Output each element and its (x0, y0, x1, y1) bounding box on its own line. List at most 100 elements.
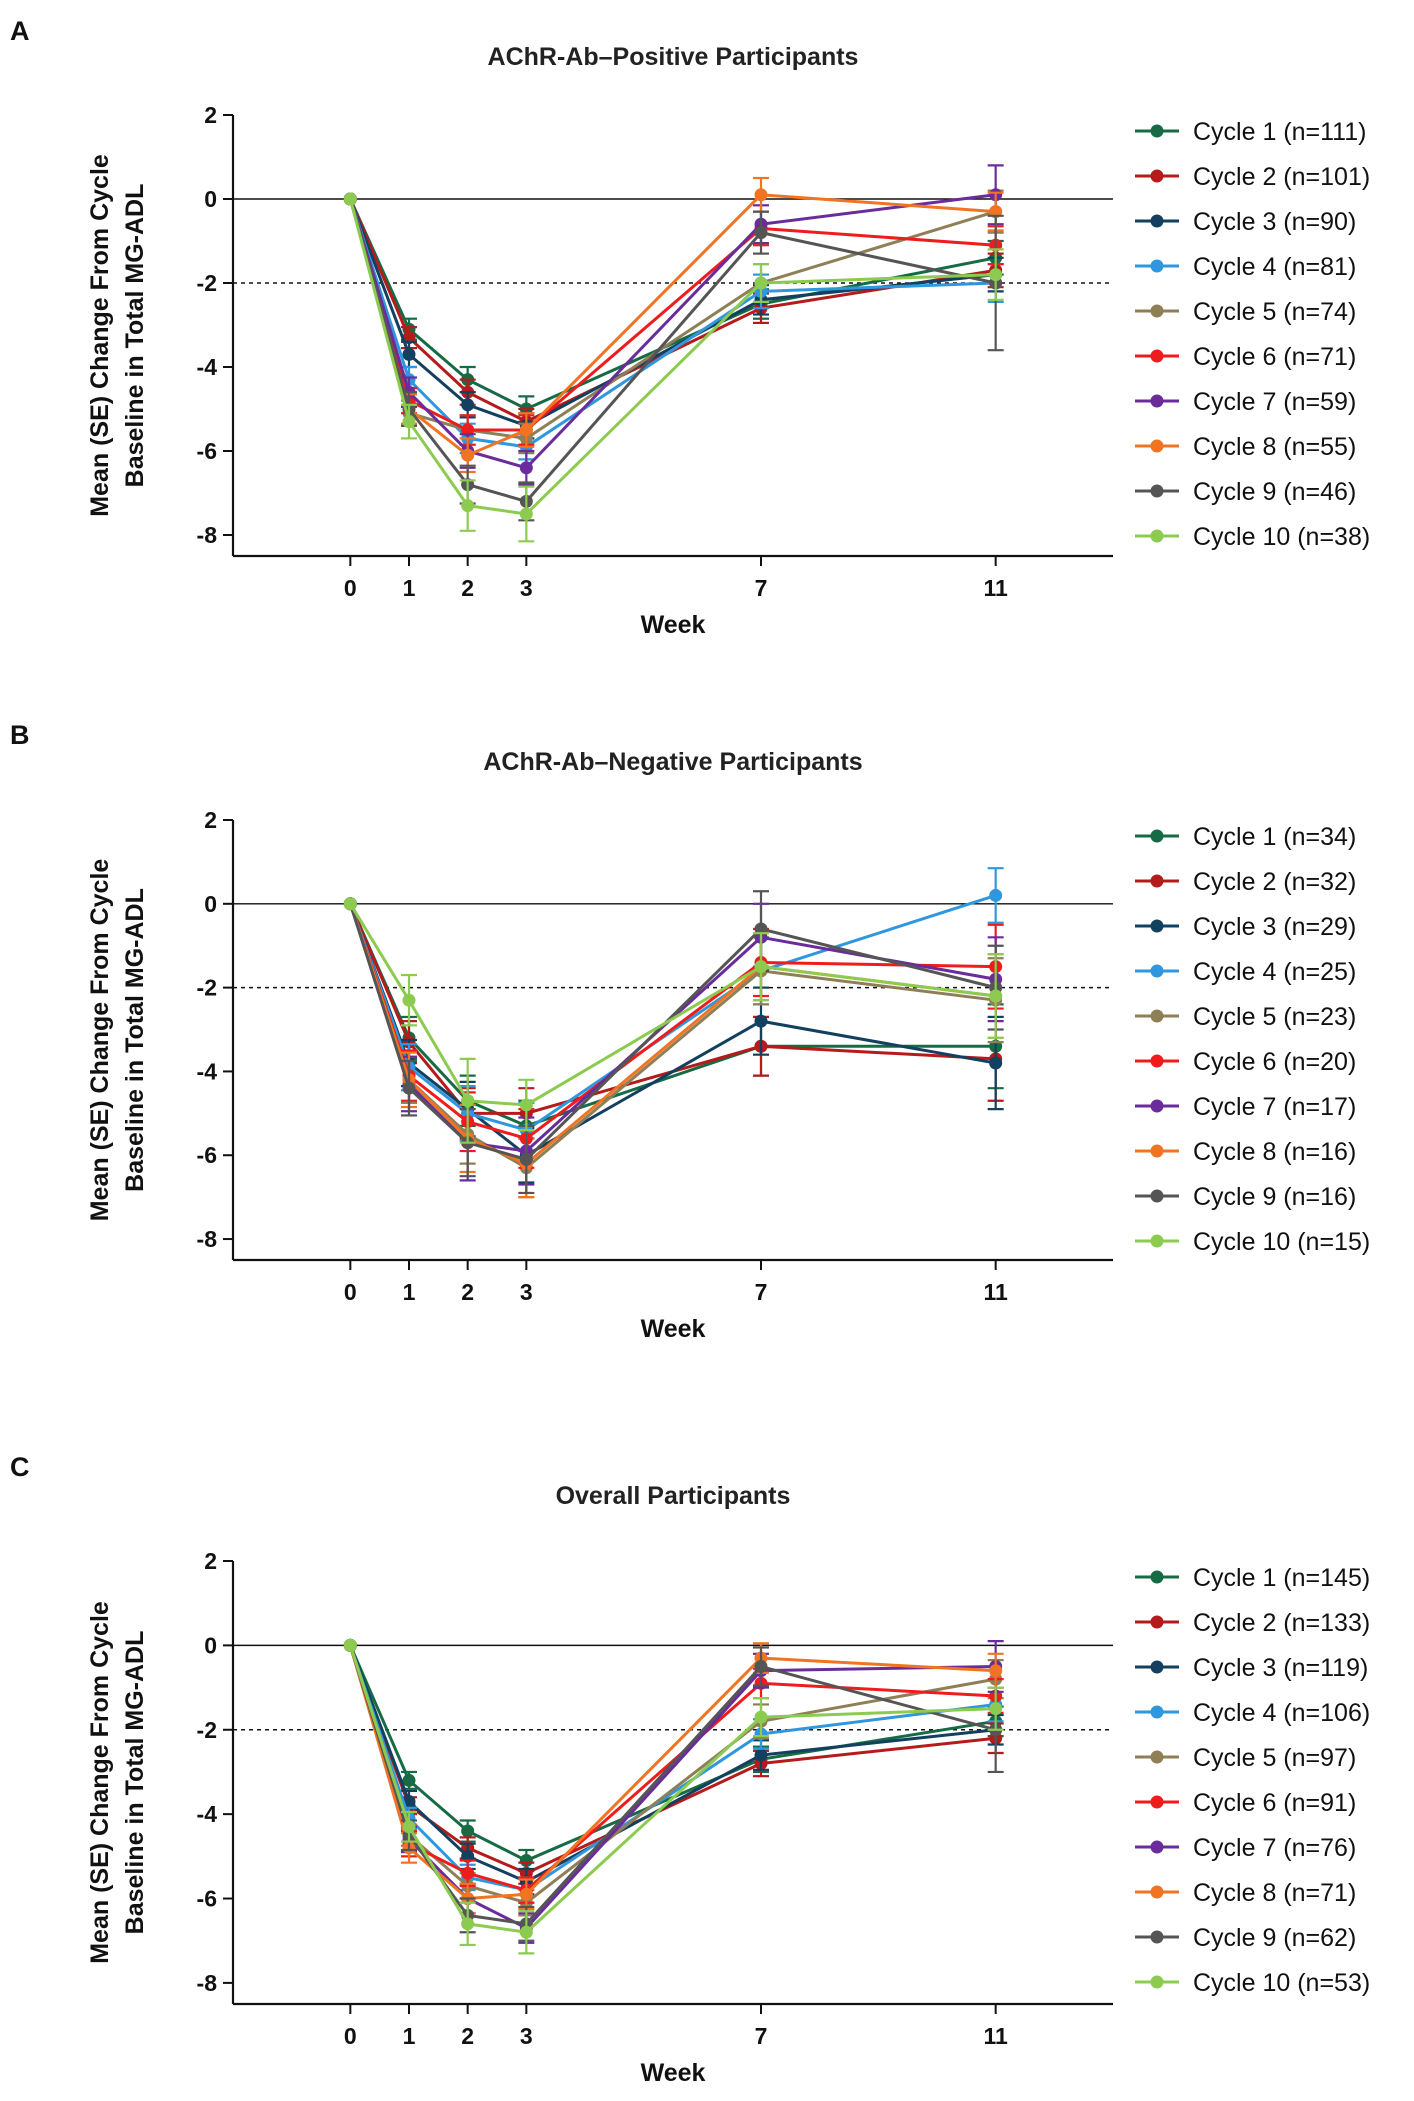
series-cycle-6 (343, 897, 1004, 1169)
legend-label: Cycle 10 (n=15) (1193, 1228, 1370, 1256)
series-line (348, 198, 996, 449)
data-point (402, 993, 416, 1007)
y-axis-title-line: Baseline in Total MG-ADL (121, 184, 149, 488)
legend-label: Cycle 9 (n=46) (1193, 478, 1356, 506)
series-line (348, 193, 996, 470)
series-cycle-4 (343, 192, 1004, 461)
legend-label: Cycle 3 (n=29) (1193, 913, 1356, 941)
series-line (348, 198, 996, 504)
panel-letter: A (10, 16, 30, 46)
legend-marker (1150, 394, 1164, 408)
y-tick-label: 2 (204, 102, 217, 128)
legend-item: Cycle 10 (n=38) (1135, 523, 1370, 551)
data-point (519, 1925, 533, 1939)
data-point (402, 1081, 416, 1095)
panel-letter: C (10, 1452, 30, 1482)
legend-item: Cycle 5 (n=74) (1135, 298, 1356, 326)
legend-item: Cycle 6 (n=20) (1135, 1048, 1356, 1076)
data-point (989, 268, 1003, 282)
legend-label: Cycle 6 (n=20) (1193, 1048, 1356, 1076)
x-tick-label: 1 (403, 2023, 416, 2049)
data-point (402, 347, 416, 361)
legend-item: Cycle 3 (n=119) (1135, 1654, 1368, 1682)
y-tick-label: -6 (197, 1142, 217, 1168)
y-axis-title-line: Mean (SE) Change From Cycle (86, 859, 114, 1222)
legend-label: Cycle 5 (n=23) (1193, 1003, 1356, 1031)
series-line (348, 1644, 996, 1863)
legend-label: Cycle 4 (n=81) (1193, 253, 1356, 281)
series-cycle-10 (343, 897, 1004, 1144)
legend-marker (1150, 259, 1164, 273)
data-point (754, 1748, 768, 1762)
legend-item: Cycle 8 (n=16) (1135, 1138, 1356, 1166)
legend-item: Cycle 6 (n=91) (1135, 1789, 1356, 1817)
legend-label: Cycle 7 (n=59) (1193, 388, 1356, 416)
x-axis-title: Week (641, 611, 706, 639)
data-point (519, 1887, 533, 1901)
legend-marker (1150, 439, 1164, 453)
x-tick-label: 1 (403, 575, 416, 601)
series-cycle-10 (343, 192, 1004, 543)
data-point (519, 1152, 533, 1166)
legend-label: Cycle 1 (n=34) (1193, 823, 1356, 851)
legend-label: Cycle 6 (n=91) (1193, 1789, 1356, 1817)
data-point (343, 192, 357, 206)
data-point (402, 1820, 416, 1834)
legend-marker (1150, 169, 1164, 183)
x-tick-label: 7 (755, 1279, 768, 1305)
data-point (989, 1664, 1003, 1678)
x-axis-title: Week (641, 2059, 706, 2087)
legend-item: Cycle 7 (n=17) (1135, 1093, 1356, 1121)
chart-panel-c: C Overall Participants 2 0 -2 -4 -6 -8 0 1 2 3 7 11 We… (10, 1452, 1370, 2087)
x-tick-label: 1 (403, 1279, 416, 1305)
data-point (754, 960, 768, 974)
legend-label: Cycle 10 (n=38) (1193, 523, 1370, 551)
legend-marker (1150, 1885, 1164, 1899)
series-line (348, 894, 997, 1132)
data-point (402, 415, 416, 429)
legend-marker (1150, 1660, 1164, 1674)
legend-item: Cycle 2 (n=32) (1135, 868, 1356, 896)
x-tick-label: 3 (520, 1279, 533, 1305)
series-line (348, 903, 997, 1162)
y-tick-label: -4 (197, 354, 218, 380)
y-tick-label: -2 (197, 1717, 217, 1743)
data-point (402, 1773, 416, 1787)
legend-item: Cycle 2 (n=101) (1135, 163, 1370, 191)
legend-label: Cycle 10 (n=53) (1193, 1969, 1370, 1997)
x-tick-label: 11 (984, 575, 1009, 601)
legend-item: Cycle 10 (n=15) (1135, 1228, 1370, 1256)
data-point (461, 1917, 475, 1931)
legend-label: Cycle 8 (n=16) (1193, 1138, 1356, 1166)
legend-marker (1150, 1930, 1164, 1944)
legend-marker (1150, 919, 1164, 933)
legend-item: Cycle 9 (n=16) (1135, 1183, 1356, 1211)
data-point (754, 1014, 768, 1028)
y-tick-label: 2 (204, 807, 217, 833)
legend-marker (1150, 1054, 1164, 1068)
y-axis-title-line: Mean (SE) Change From Cycle (86, 154, 114, 517)
legend-marker (1150, 1615, 1164, 1629)
legend-label: Cycle 1 (n=111) (1193, 118, 1366, 146)
data-point (754, 226, 768, 240)
legend-item: Cycle 8 (n=55) (1135, 433, 1356, 461)
legend-item: Cycle 4 (n=25) (1135, 958, 1356, 986)
legend-item: Cycle 7 (n=76) (1135, 1834, 1356, 1862)
series-cycle-6 (343, 192, 1004, 446)
legend-marker (1150, 1750, 1164, 1764)
legend-item: Cycle 9 (n=46) (1135, 478, 1356, 506)
series-line (348, 1644, 996, 1934)
x-axis-title: Week (641, 1315, 706, 1343)
x-tick-label: 7 (755, 2023, 768, 2049)
legend-marker (1150, 1840, 1164, 1854)
y-tick-label: -2 (197, 975, 217, 1001)
legend-label: Cycle 2 (n=133) (1193, 1609, 1370, 1637)
series-line (348, 198, 996, 432)
series-line (348, 903, 996, 1141)
series-cycle-1 (343, 1638, 1004, 1873)
x-tick-label: 11 (984, 1279, 1009, 1305)
x-tick-label: 2 (461, 1279, 474, 1305)
data-point (519, 461, 533, 475)
y-tick-label: -4 (197, 1058, 218, 1084)
chart-title: AChR-Ab–Positive Participants (488, 43, 859, 71)
